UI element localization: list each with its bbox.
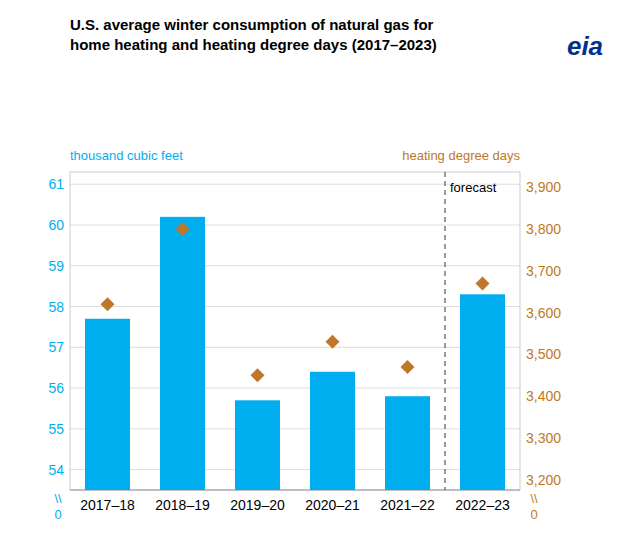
y-axis-label: thousand cubic feet [70, 148, 183, 163]
y-tick-label: 54 [48, 462, 64, 478]
diamond-marker [326, 335, 340, 349]
y-tick-label: 58 [48, 299, 64, 315]
bar [385, 396, 430, 490]
y2-tick-label: 3,700 [526, 263, 561, 279]
title-line: home heating and heating degree days (20… [70, 36, 437, 53]
forecast-separator [444, 172, 445, 490]
x-tick-label: 2020–21 [305, 497, 360, 513]
bar [85, 319, 130, 490]
x-tick-label: 2022–23 [455, 497, 510, 513]
bar [160, 217, 205, 490]
diamond-marker [176, 222, 190, 236]
y2-tick-label: 3,400 [526, 388, 561, 404]
logo-text: eia [567, 31, 603, 61]
plot-frame [70, 172, 520, 490]
y-tick-label: 61 [48, 176, 64, 192]
y-tick-label: 57 [48, 339, 64, 355]
diamond-marker [476, 276, 490, 290]
grid-line [70, 225, 520, 226]
diamond-marker [401, 360, 415, 374]
title: U.S. average winter consumption of natur… [70, 16, 437, 53]
y2-axis-label: heating degree days [402, 148, 520, 163]
y2-tick-label: 3,500 [526, 346, 561, 362]
axis-break-label: 0 [530, 507, 537, 522]
axis-break-label: \\ [54, 491, 62, 506]
y-tick-label: 60 [48, 217, 64, 233]
bar [310, 372, 355, 490]
grid-line [70, 347, 520, 348]
y-tick-label: 55 [48, 421, 64, 437]
y2-tick-label: 3,600 [526, 305, 561, 321]
axis-break-label: 0 [54, 507, 61, 522]
grid-line [70, 469, 520, 470]
y-tick-label: 59 [48, 258, 64, 274]
grid-line [70, 428, 520, 429]
y2-tick-label: 3,900 [526, 179, 561, 195]
title-line: U.S. average winter consumption of natur… [70, 16, 434, 33]
grid-line [70, 388, 520, 389]
axis-break-label: \\ [530, 491, 538, 506]
diamond-marker [251, 368, 265, 382]
x-tick-label: 2018–19 [155, 497, 210, 513]
grid-line [70, 265, 520, 266]
diamond-marker [101, 297, 115, 311]
grid [70, 184, 520, 469]
forecast-label: forecast [450, 180, 497, 195]
y2-tick-label: 3,200 [526, 472, 561, 488]
bar [235, 400, 280, 490]
y-tick-label: 56 [48, 380, 64, 396]
grid-line [70, 306, 520, 307]
marks [85, 217, 505, 490]
chart: U.S. average winter consumption of natur… [0, 0, 626, 553]
y2-tick-label: 3,300 [526, 430, 561, 446]
bar [460, 294, 505, 490]
x-axis-line [70, 490, 520, 491]
y2-tick-label: 3,800 [526, 221, 561, 237]
x-tick-label: 2021–22 [380, 497, 435, 513]
x-tick-label: 2019–20 [230, 497, 285, 513]
x-tick-label: 2017–18 [80, 497, 135, 513]
